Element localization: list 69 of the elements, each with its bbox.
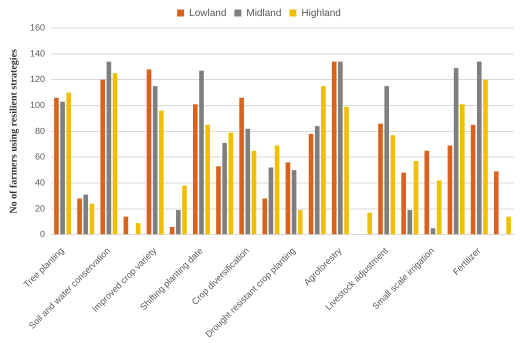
bar (124, 216, 128, 234)
bar (152, 86, 158, 234)
bar (448, 146, 452, 234)
bar (506, 216, 511, 234)
bar (332, 62, 337, 234)
bar (112, 73, 118, 234)
bar (222, 142, 227, 234)
bar (408, 210, 412, 234)
y-tick-label: 60 (35, 152, 46, 162)
bar (252, 150, 256, 234)
bar (274, 146, 280, 234)
y-tick-label: 40 (35, 178, 46, 188)
bar (90, 204, 94, 234)
legend-label: Highland (301, 8, 341, 19)
y-tick-label: 100 (30, 100, 46, 110)
bar (176, 210, 181, 234)
bar (460, 104, 465, 234)
bar (424, 150, 430, 234)
bar (66, 92, 72, 234)
bar (390, 135, 396, 234)
y-tick-label: 20 (35, 203, 46, 214)
y-axis-title: No of farmers using resilient strategies (8, 48, 20, 214)
bar (100, 80, 106, 234)
bar (182, 186, 187, 234)
bar (77, 198, 82, 234)
bar (344, 106, 349, 234)
bar (136, 223, 141, 234)
bar (239, 98, 244, 234)
bar (193, 104, 198, 234)
bar (401, 172, 406, 234)
bar (199, 70, 204, 234)
bar (338, 62, 343, 234)
bar (170, 226, 174, 234)
legend-label: Midland (246, 8, 282, 19)
bar (228, 132, 234, 234)
bar (378, 124, 383, 234)
y-tick-label: 120 (30, 74, 46, 84)
bar (414, 161, 418, 234)
bar (314, 126, 320, 234)
bar (60, 102, 65, 234)
bar (483, 80, 488, 234)
bar (321, 86, 326, 234)
bar (308, 134, 314, 234)
bar (384, 86, 389, 234)
bar (436, 180, 442, 234)
bar (268, 168, 274, 234)
y-tick-label: 0 (40, 229, 46, 240)
bar (476, 62, 482, 234)
y-tick-label: 140 (30, 48, 46, 58)
bar (430, 228, 436, 234)
bar (146, 69, 152, 234)
y-tick-label: 80 (35, 126, 46, 136)
bar (205, 124, 210, 234)
bar (54, 98, 59, 234)
bar (367, 212, 372, 234)
bar (298, 210, 303, 234)
legend-label: Lowland (189, 8, 226, 19)
bar (286, 162, 290, 234)
bar (262, 198, 268, 234)
bar (292, 170, 296, 234)
bar (245, 128, 250, 234)
bar (83, 194, 88, 234)
y-tick-label: 160 (30, 22, 46, 32)
bar (454, 68, 458, 234)
bar (216, 166, 221, 234)
bar (159, 110, 164, 234)
bar (470, 124, 476, 234)
bar (494, 171, 499, 234)
bar (106, 62, 112, 234)
